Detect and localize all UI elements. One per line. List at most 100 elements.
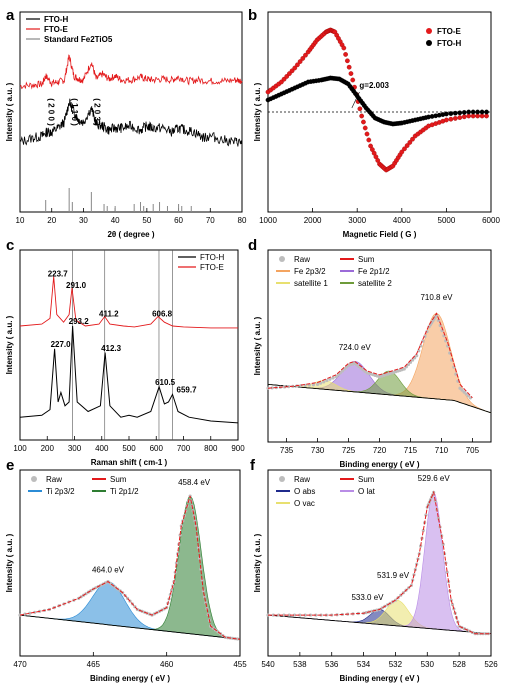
fto-e-point [357,106,363,112]
peak-label: 710.8 eV [420,293,453,302]
legend-entry: Ti 2p1/2 [110,487,139,496]
legend-entry: Ti 2p3/2 [46,487,75,496]
peak-label: 529.6 eV [418,474,451,483]
plot-frame [267,469,492,657]
x-tick-label: 4000 [393,216,411,225]
x-tick-label: 70 [206,216,215,225]
raw-point [375,608,379,612]
fto-e-point [295,62,300,68]
fto-h-point [461,110,467,115]
legend-swatch [31,476,37,482]
background-line [267,383,492,414]
plot-frame [19,469,241,657]
plot-frame [19,11,243,213]
legend-entry: FTO-H [44,15,69,24]
x-tick-label: 40 [111,216,120,225]
panel-letter: f [250,457,256,474]
panel-a: 10 20 30 40 50 60 70 80 2θ ( degree ) Intensity (… [5,7,247,239]
raw-point [287,385,291,389]
x-axis-label: Binding energy ( eV ) [90,674,170,683]
fto-e-point [475,113,480,119]
raw-point [319,381,323,385]
panel-d: 735 730 725 720 715 710 705 Binding energy ( eV… [248,237,492,469]
fto-e-point [479,113,485,119]
y-axis-label: Intensity ( a.u. ) [253,82,262,141]
legend-entry: satellite 1 [294,279,328,288]
raw-point [298,613,302,617]
x-tick-label: 600 [150,444,164,453]
panel-letter: e [6,457,14,474]
x-tick-label: 465 [87,660,101,669]
x-tick-label: 540 [261,660,275,669]
raw-point [199,567,203,571]
legend-swatch [279,256,285,262]
raw-point [450,602,455,607]
fto-e-point [448,116,454,122]
panel-letter: a [6,7,15,24]
x-tick-label: 2000 [304,216,322,225]
x-tick-label: 6000 [482,216,500,225]
fto-e-point [452,116,458,121]
raw-point [202,595,207,599]
y-axis-label: Intensity ( a.u. ) [5,315,14,374]
x-tick-label: 400 [95,444,109,453]
x-tick-label: 730 [311,446,325,455]
raw-point [168,593,172,597]
fto-e-point [350,77,356,83]
raw-point [174,561,179,565]
fto-h-point [479,109,485,115]
peak-label-e: 411.2 [99,310,119,319]
peak-label-e: 606.8 [152,310,173,319]
series-fto-h-line [19,98,243,147]
y-axis-label: Intensity ( a.u. ) [253,316,262,375]
sum-line [268,490,491,635]
raw-point [369,609,374,613]
legend-swatch [279,476,285,482]
raw-point [282,613,286,617]
x-axis-label: Raman shift ( cm-1 ) [91,458,168,467]
legend-entry: Sum [358,255,375,264]
fto-e-point [297,59,303,64]
x-axis-label: Binding energy ( eV ) [339,460,419,469]
panel-c: 100 200 300 400 500 600 700 800 900 Raman shift (… [5,237,245,467]
legend-entry: Raw [294,255,310,264]
fto-e-point [457,115,463,120]
x-tick-label: 528 [452,660,466,669]
fto-e-point [346,64,352,70]
raw-point [23,612,27,616]
raw-point [28,611,32,615]
raw-point [328,377,332,381]
legend-entry: Standard Fe2TiO5 [44,35,113,44]
legend-entry: Sum [110,475,127,484]
x-axis-label: Binding energy ( eV ) [339,674,419,683]
fto-h-point [444,111,449,117]
peak-label-e: 291.0 [66,281,87,290]
x-tick-label: 1000 [259,216,277,225]
x-tick-label: 526 [484,660,498,669]
panel-b: 1000 2000 3000 4000 5000 6000 Magnetic Field (… [248,7,500,239]
raw-point [315,382,320,386]
fto-e-point [404,143,410,148]
x-axis-label: Magnetic Field ( G ) [343,230,417,239]
x-tick-label: 536 [325,660,339,669]
raw-point [458,386,462,390]
raw-point [270,386,274,390]
fto-e-point [345,58,350,64]
raw-point [235,637,240,641]
fto-e-point [300,56,306,61]
fto-e-point [461,114,467,120]
fto-e-point [292,65,298,71]
raw-point [311,383,316,387]
fto-e-point [362,125,368,131]
x-tick-label: 725 [342,446,356,455]
sum-line [267,312,473,399]
series-fto-h-line [19,325,239,424]
x-tick-label: 5000 [438,216,456,225]
legend-entry: satellite 2 [358,279,392,288]
raw-point [196,545,201,550]
raw-point [462,390,466,394]
fto-h-point [466,109,472,115]
legend-entry: O vac [294,499,315,508]
raw-point [169,588,174,592]
